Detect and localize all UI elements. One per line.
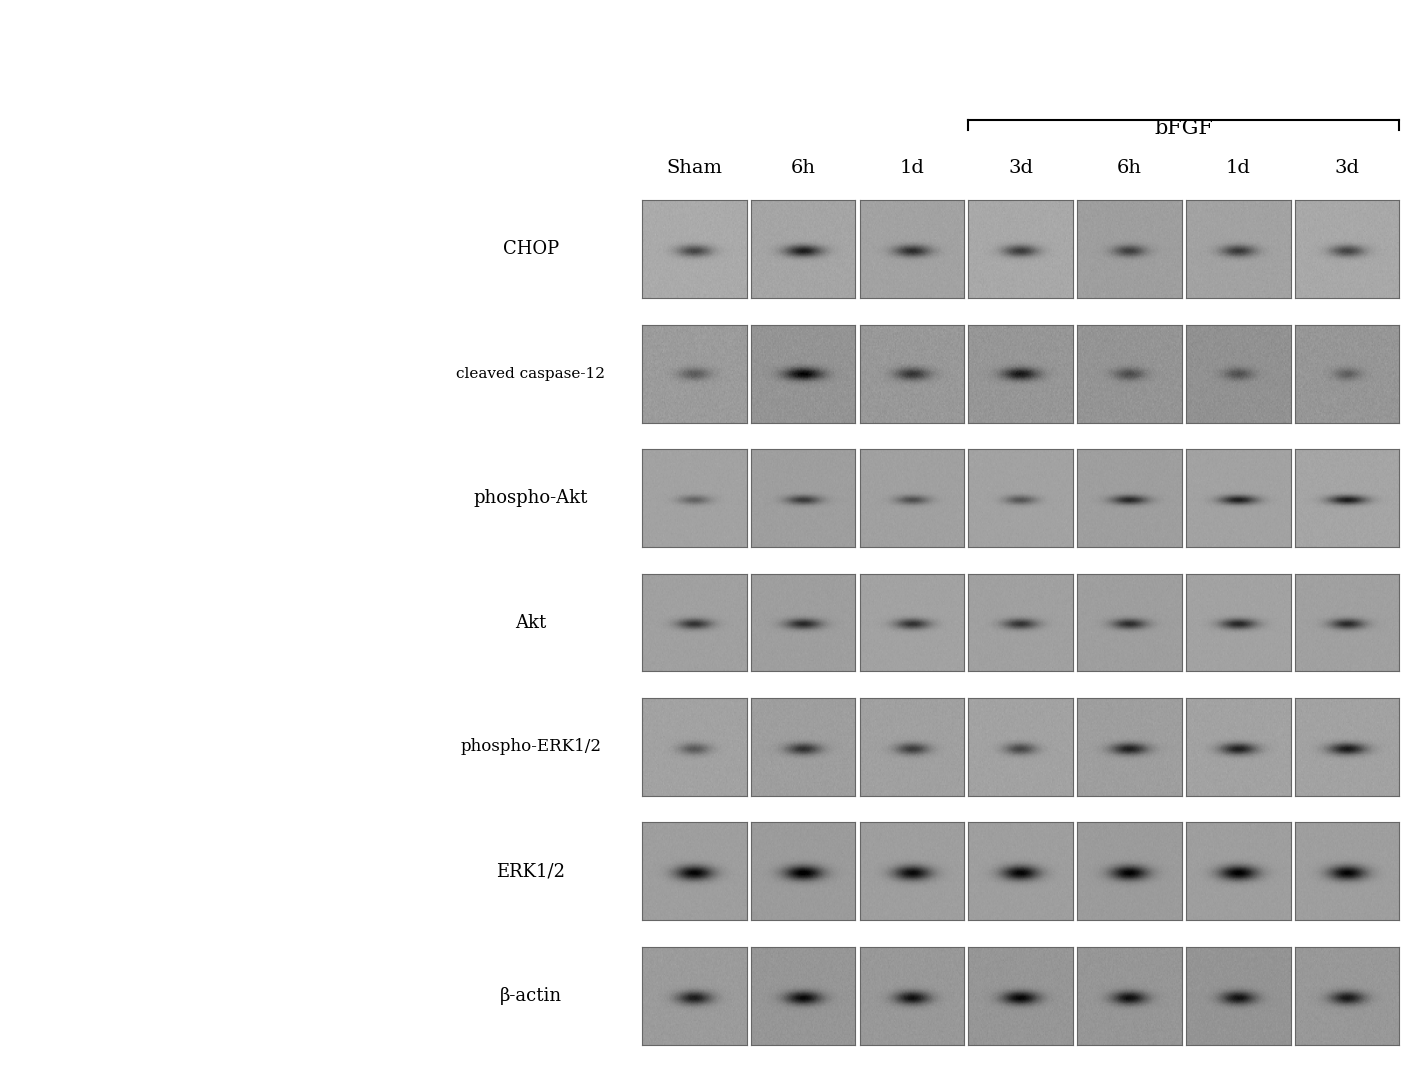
Text: ERK1/2: ERK1/2 — [497, 862, 565, 881]
Text: phospho-ERK1/2: phospho-ERK1/2 — [460, 739, 601, 756]
Text: CHOP: CHOP — [503, 240, 558, 258]
Text: 3d: 3d — [1335, 159, 1359, 177]
Text: 1d: 1d — [900, 159, 924, 177]
Text: phospho-Akt: phospho-Akt — [474, 489, 588, 507]
Text: 1d: 1d — [1225, 159, 1251, 177]
Text: bFGF: bFGF — [1154, 119, 1214, 139]
Text: 6h: 6h — [1117, 159, 1142, 177]
Text: β-actin: β-actin — [500, 987, 563, 1005]
Text: Akt: Akt — [516, 614, 547, 631]
Text: 3d: 3d — [1008, 159, 1034, 177]
Text: 6h: 6h — [791, 159, 815, 177]
Text: cleaved caspase-12: cleaved caspase-12 — [457, 367, 605, 381]
Text: Sham: Sham — [667, 159, 723, 177]
